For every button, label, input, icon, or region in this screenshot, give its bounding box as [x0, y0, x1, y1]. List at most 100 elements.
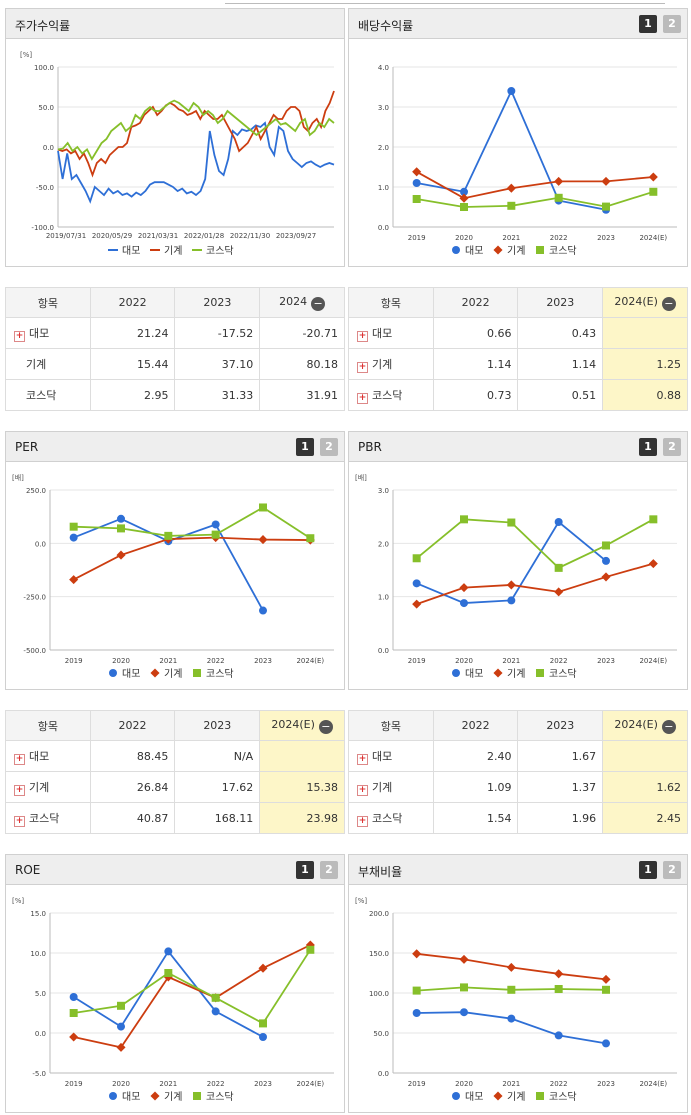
- collapse-icon[interactable]: −: [318, 719, 333, 734]
- series-line-kosdaq: [57, 99, 335, 161]
- pbr-table: 항목 2022 2023 2024(E) − + 대모 2.40 1.67 + 기계 1.09 1.37…: [348, 710, 688, 834]
- stock-return-table: 항목 2022 2023 2024− + 대모 21.24 -17.52 -20.71 기계 15.…: [5, 287, 345, 411]
- point-daemo: [412, 1009, 421, 1017]
- column-header-year: 2022: [432, 287, 519, 318]
- row-label: + 대모: [5, 740, 91, 772]
- column-header-year: 2022: [89, 710, 176, 741]
- x-tick-label: 2023: [597, 234, 615, 242]
- table-cell: 21.24: [89, 317, 176, 349]
- column-header-year: 2022: [432, 710, 519, 741]
- view-toggle: 1 2: [296, 861, 338, 879]
- legend-label-kosdaq: 코스닥: [206, 668, 234, 680]
- view-button-1[interactable]: 1: [296, 861, 314, 879]
- table-row: + 대모 88.45 N/A: [5, 740, 345, 772]
- row-label-text: 대모: [372, 326, 393, 340]
- point-kosdaq: [460, 515, 468, 524]
- per-table: 항목 2022 2023 2024(E) − + 대모 88.45 N/A + 기계 26.84 17.…: [5, 710, 345, 834]
- point-daemo: [602, 556, 610, 565]
- y-tick-label: -5.0: [32, 1070, 46, 1078]
- x-tick-label: 2022: [550, 234, 568, 242]
- x-tick-label: 2023/09/27: [276, 232, 316, 240]
- dividend-yield-chart: 4.0 3.0 2.0 1.0 0.0 2019 2020 2021 2022 2023 2024(…: [378, 64, 677, 257]
- legend-label-kosdaq: 코스닥: [206, 1091, 234, 1103]
- row-label: + 기계: [5, 771, 91, 803]
- x-tick-label: 2020/05/29: [92, 232, 132, 240]
- x-tick-label: 2024(E): [639, 657, 667, 665]
- series-line-machine: [73, 944, 311, 1049]
- point-daemo: [602, 1039, 610, 1048]
- view-button-2[interactable]: 2: [663, 438, 681, 456]
- table-cell: 1.14: [517, 348, 604, 380]
- view-button-1[interactable]: 1: [639, 861, 657, 879]
- panel-debt-ratio: 부채비율 1 2 [%] 200.0 150.0 100.0 50.0 0.0 2019 20…: [348, 854, 688, 1113]
- point-daemo: [211, 1007, 220, 1016]
- expand-icon[interactable]: +: [14, 753, 25, 765]
- column-header-year: 2024−: [259, 287, 345, 318]
- table-cell: 1.25: [602, 348, 688, 380]
- table-row: + 코스닥 0.73 0.51 0.88: [348, 379, 688, 411]
- expand-icon[interactable]: +: [357, 784, 368, 796]
- view-button-1[interactable]: 1: [639, 15, 657, 33]
- collapse-icon[interactable]: −: [311, 296, 326, 311]
- x-tick-label: 2022: [550, 657, 568, 665]
- table-cell: 37.10: [174, 348, 261, 380]
- table-cell: 80.18: [259, 348, 345, 380]
- x-tick-label: 2019: [408, 234, 426, 242]
- legend-label-daemo: 대모: [122, 1091, 140, 1103]
- collapse-icon[interactable]: −: [661, 296, 676, 311]
- expand-icon[interactable]: +: [357, 815, 368, 827]
- series-line-machine: [73, 536, 311, 581]
- view-button-2[interactable]: 2: [320, 861, 338, 879]
- column-header-year: 2024(E) −: [259, 710, 345, 741]
- expand-icon[interactable]: +: [357, 753, 368, 765]
- point-kosdaq: [69, 522, 78, 531]
- row-label-text: 대모: [29, 749, 50, 763]
- point-machine: [506, 580, 516, 590]
- view-button-2[interactable]: 2: [663, 15, 681, 33]
- expand-icon[interactable]: +: [14, 815, 25, 827]
- panel-header: ROE 1 2: [6, 855, 344, 885]
- x-tick-label: 2023: [597, 1080, 615, 1088]
- expand-icon[interactable]: +: [357, 330, 368, 342]
- point-kosdaq-legend: [536, 669, 544, 677]
- row-label-text: 기계: [372, 357, 393, 371]
- row-label: + 코스닥: [348, 379, 434, 411]
- view-toggle: 1 2: [639, 861, 681, 879]
- y-tick-label: -50.0: [36, 184, 54, 192]
- panel-dividend-yield: 배당수익률 1 2 4.0 3.0 2.0 1.0 0.0 2019 2020 2021 202…: [348, 8, 688, 267]
- table-header-row: 항목 2022 2023 2024(E) −: [5, 710, 345, 741]
- table-row: 코스닥 2.95 31.33 31.91: [5, 379, 345, 411]
- point-kosdaq: [649, 515, 658, 524]
- table-cell: 31.91: [259, 379, 345, 411]
- view-button-1[interactable]: 1: [296, 438, 314, 456]
- point-machine: [601, 176, 611, 186]
- table-cell: 17.62: [174, 771, 261, 803]
- legend-label-machine: 기계: [507, 245, 525, 257]
- view-button-1[interactable]: 1: [639, 438, 657, 456]
- table-cell: 23.98: [259, 802, 345, 834]
- series-line-daemo: [57, 121, 335, 204]
- x-tick-label: 2022: [207, 1080, 225, 1088]
- x-tick-label: 2019: [65, 1080, 83, 1088]
- view-button-2[interactable]: 2: [663, 861, 681, 879]
- expand-icon[interactable]: +: [14, 784, 25, 796]
- table-row: + 기계 1.09 1.37 1.62: [348, 771, 688, 803]
- point-machine: [412, 599, 422, 609]
- expand-icon[interactable]: +: [357, 361, 368, 373]
- point-daemo: [507, 1014, 516, 1023]
- point-machine: [554, 969, 564, 979]
- table-cell: 1.54: [432, 802, 519, 834]
- debt-ratio-chart: [%]200.0 150.0 100.0 50.0 0.0 2019 2020 2021 202…: [355, 897, 677, 1103]
- x-tick-label: 2022/01/28: [184, 232, 224, 240]
- point-daemo: [117, 1022, 125, 1031]
- unit-label: [%]: [20, 51, 32, 59]
- series-line-daemo: [73, 949, 264, 1038]
- point-daemo: [460, 187, 468, 196]
- table-row: + 대모 2.40 1.67: [348, 740, 688, 772]
- expand-icon[interactable]: +: [14, 330, 25, 342]
- view-button-2[interactable]: 2: [320, 438, 338, 456]
- y-tick-label: 50.0: [373, 1030, 389, 1038]
- collapse-icon[interactable]: −: [661, 719, 676, 734]
- expand-icon[interactable]: +: [357, 392, 368, 404]
